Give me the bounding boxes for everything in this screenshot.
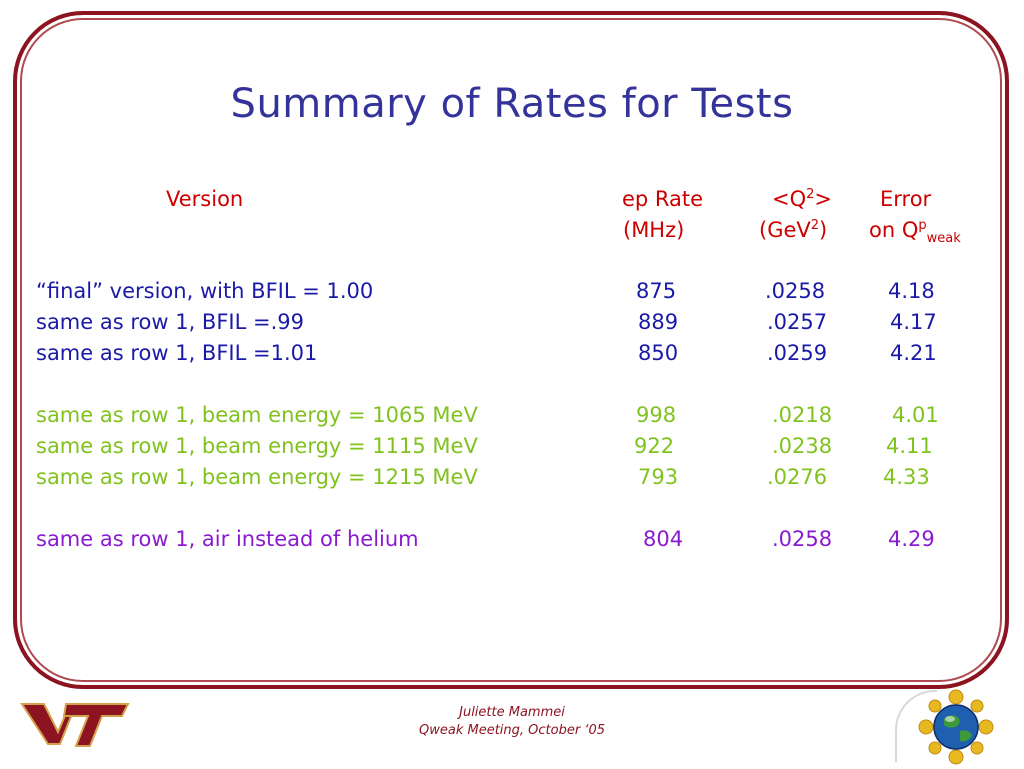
row-label: same as row 1, air instead of helium bbox=[36, 527, 419, 551]
row-error: 4.17 bbox=[890, 310, 937, 334]
header-rate-line2: (MHz) bbox=[623, 218, 685, 242]
row-q2: .0257 bbox=[767, 310, 828, 334]
row-label: same as row 1, beam energy = 1065 MeV bbox=[36, 403, 478, 427]
row-label: same as row 1, beam energy = 1115 MeV bbox=[36, 434, 478, 458]
slide-frame bbox=[13, 11, 1009, 689]
row-rate: 850 bbox=[638, 341, 679, 365]
row-q2: .0218 bbox=[772, 403, 833, 427]
row-label: “final” version, with BFIL = 1.00 bbox=[36, 279, 374, 303]
row-q2: .0276 bbox=[767, 465, 828, 489]
row-rate: 793 bbox=[638, 465, 679, 489]
row-error: 4.11 bbox=[886, 434, 933, 458]
header-error-line1: Error bbox=[880, 187, 932, 211]
row-rate: 875 bbox=[636, 279, 677, 303]
footer-event: Qweak Meeting, October ‘05 bbox=[419, 723, 605, 738]
row-rate: 889 bbox=[638, 310, 679, 334]
row-error: 4.21 bbox=[890, 341, 937, 365]
row-q2: .0258 bbox=[765, 279, 826, 303]
row-q2: .0259 bbox=[767, 341, 828, 365]
row-rate: 998 bbox=[636, 403, 677, 427]
header-error-line2: on Qpweak bbox=[869, 218, 961, 247]
row-rate: 804 bbox=[643, 527, 684, 551]
row-label: same as row 1, beam energy = 1215 MeV bbox=[36, 465, 478, 489]
globe-logo-icon bbox=[918, 689, 994, 765]
row-error: 4.29 bbox=[888, 527, 935, 551]
row-error: 4.18 bbox=[888, 279, 935, 303]
header-rate-line1: ep Rate bbox=[622, 187, 704, 211]
row-q2: .0258 bbox=[772, 527, 833, 551]
row-rate: 922 bbox=[634, 434, 675, 458]
header-q2-line1: <Q2> bbox=[772, 187, 833, 211]
row-label: same as row 1, BFIL =1.01 bbox=[36, 341, 318, 365]
row-error: 4.01 bbox=[892, 403, 939, 427]
slide-title: Summary of Rates for Tests bbox=[230, 81, 794, 127]
footer-author: Juliette Mammei bbox=[459, 705, 565, 720]
row-q2: .0238 bbox=[772, 434, 833, 458]
vt-logo bbox=[20, 703, 130, 747]
header-version: Version bbox=[166, 187, 244, 211]
row-error: 4.33 bbox=[883, 465, 930, 489]
row-label: same as row 1, BFIL =.99 bbox=[36, 310, 304, 334]
header-q2-line2: (GeV2) bbox=[759, 218, 828, 242]
